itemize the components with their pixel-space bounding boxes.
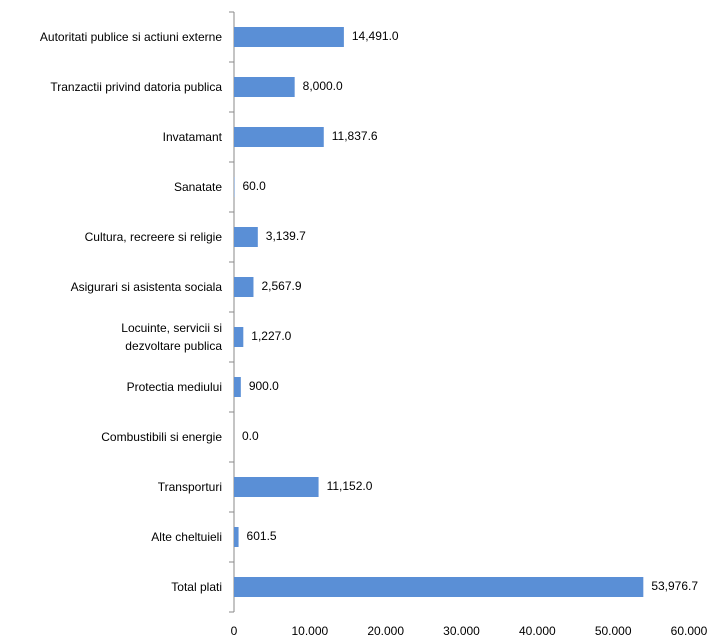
bar <box>234 127 324 147</box>
bar <box>234 77 295 97</box>
bar <box>234 377 241 397</box>
data-label: 3,139.7 <box>266 229 306 243</box>
x-tick-label: 60.000 <box>671 624 708 638</box>
data-label: 900.0 <box>249 379 279 393</box>
category-label: Autoritati publice si actiuni externe <box>39 30 222 44</box>
data-label: 1,227.0 <box>251 329 291 343</box>
bar <box>234 577 644 597</box>
data-label: 14,491.0 <box>352 29 399 43</box>
data-label: 0.0 <box>242 429 259 443</box>
x-tick-label: 30.000 <box>443 624 480 638</box>
bar <box>234 527 239 547</box>
bar <box>234 27 344 47</box>
bar <box>234 227 258 247</box>
category-label: Total plati <box>171 580 222 594</box>
category-label: Transporturi <box>157 480 222 494</box>
bar <box>234 327 244 347</box>
data-label: 11,152.0 <box>327 479 373 493</box>
bar <box>234 277 254 297</box>
data-label: 8,000.0 <box>303 79 343 93</box>
category-label: Sanatate <box>173 180 222 194</box>
category-label: Tranzactii privind datoria publica <box>50 80 222 94</box>
category-label: Cultura, recreere si religie <box>84 230 222 244</box>
category-label: Combustibili si energie <box>101 430 222 444</box>
x-tick-label: 50.000 <box>595 624 632 638</box>
x-tick-label: 0 <box>231 624 238 638</box>
x-tick-label: 40.000 <box>519 624 556 638</box>
category-label: Asigurari si asistenta sociala <box>70 280 222 294</box>
x-tick-label: 20.000 <box>367 624 404 638</box>
category-label: Alte cheltuieli <box>151 530 222 544</box>
category-label: Invatamant <box>162 130 222 144</box>
data-label: 53,976.7 <box>651 579 698 593</box>
category-label: Locuinte, servicii si dezvoltare publica <box>121 321 222 353</box>
data-label: 11,837.6 <box>332 129 378 143</box>
category-label: Protectia mediului <box>126 380 222 394</box>
data-label: 60.0 <box>242 179 266 193</box>
bar <box>234 477 319 497</box>
x-tick-label: 10.000 <box>291 624 328 638</box>
data-label: 601.5 <box>247 529 277 543</box>
data-label: 2,567.9 <box>261 279 301 293</box>
